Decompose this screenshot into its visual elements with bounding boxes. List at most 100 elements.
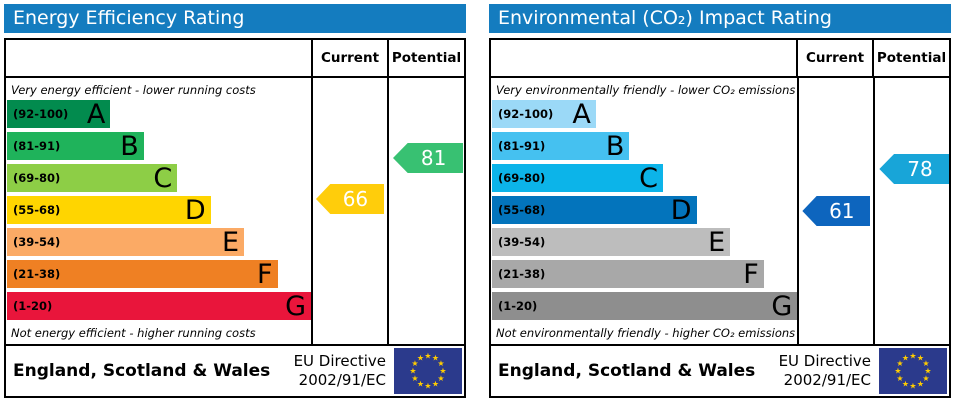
energy-efficiency-panel: Energy Efficiency Rating Current Potenti… — [4, 4, 466, 404]
band-range: (69-80) — [498, 171, 546, 185]
column-header-potential: Potential — [872, 40, 949, 76]
svg-text:★: ★ — [424, 352, 431, 361]
top-caption: Very energy efficient - lower running co… — [11, 83, 256, 97]
svg-text:★: ★ — [922, 374, 929, 383]
band-bar-c: (69-80) C — [492, 164, 663, 192]
band-row-c: (69-80) C — [6, 164, 311, 196]
band-letter: C — [639, 162, 658, 194]
band-row-e: (39-54) E — [6, 228, 311, 260]
bands-area: Very environmentally friendly - lower CO… — [491, 78, 798, 344]
svg-text:★: ★ — [437, 359, 444, 368]
chart-title: Energy Efficiency Rating — [4, 4, 466, 33]
current-column: 61 — [797, 78, 873, 344]
band-letter: F — [257, 258, 273, 290]
svg-text:★: ★ — [417, 380, 424, 389]
svg-text:★: ★ — [922, 359, 929, 368]
svg-text:★: ★ — [894, 367, 901, 376]
table-header-row: Current Potential — [491, 40, 949, 78]
band-letter: F — [743, 258, 759, 290]
band-letter: B — [605, 130, 625, 162]
svg-text:★: ★ — [424, 382, 431, 391]
table-header-row: Current Potential — [6, 40, 464, 78]
top-caption: Very environmentally friendly - lower CO… — [496, 83, 796, 97]
svg-text:★: ★ — [924, 367, 931, 376]
band-row-c: (69-80) C — [491, 164, 797, 196]
band-range: (21-38) — [13, 267, 61, 281]
bottom-caption: Not environmentally friendly - higher CO… — [496, 326, 796, 340]
svg-text:★: ★ — [432, 354, 439, 363]
svg-text:★: ★ — [417, 354, 424, 363]
svg-text:★: ★ — [432, 380, 439, 389]
band-bar-d: (55-68) D — [7, 196, 211, 224]
current-rating-arrow: 61 — [802, 196, 871, 226]
chart-title: Environmental (CO₂) Impact Rating — [489, 4, 951, 33]
band-range: (92-100) — [498, 107, 554, 121]
svg-text:★: ★ — [896, 374, 903, 383]
band-bar-g: (1-20) G — [492, 290, 798, 322]
band-letter: D — [184, 194, 206, 226]
band-letter: C — [153, 162, 173, 194]
svg-text:★: ★ — [917, 380, 924, 389]
svg-text:★: ★ — [439, 367, 446, 376]
band-range: (55-68) — [498, 203, 546, 217]
table-footer: England, Scotland & Wales EU Directive 2… — [491, 344, 949, 396]
table-footer: England, Scotland & Wales EU Directive 2… — [6, 344, 464, 396]
svg-text:★: ★ — [902, 354, 909, 363]
bands-area: Very energy efficient - lower running co… — [6, 78, 311, 344]
eu-directive-label: EU Directive 2002/91/EC — [778, 352, 871, 389]
band-row-a: (92-100) A — [6, 100, 311, 132]
potential-rating-value: 78 — [907, 157, 933, 181]
band-row-d: (55-68) D — [491, 196, 797, 228]
band-bar-f: (21-38) F — [492, 260, 764, 288]
svg-text:★: ★ — [902, 380, 909, 389]
band-range: (69-80) — [13, 171, 61, 185]
eu-directive-label: EU Directive 2002/91/EC — [293, 352, 386, 389]
header-spacer — [491, 40, 796, 76]
column-header-current: Current — [311, 40, 387, 76]
band-range: (21-38) — [498, 267, 546, 281]
svg-text:★: ★ — [411, 359, 418, 368]
eu-flag-icon: ★ ★ ★ ★ ★ ★ ★ ★ ★ ★ ★ ★ — [879, 348, 947, 394]
rating-body: Very environmentally friendly - lower CO… — [491, 78, 950, 344]
region-label: England, Scotland & Wales — [13, 361, 271, 381]
band-bar-b: (81-91) B — [492, 130, 630, 162]
bottom-caption: Not energy efficient - higher running co… — [11, 326, 256, 340]
band-rows: (92-100) A (81-91) B (69 — [491, 100, 798, 324]
band-range: (55-68) — [13, 203, 61, 217]
potential-rating-value: 81 — [420, 146, 447, 170]
band-bar-a: (92-100) A — [7, 98, 111, 130]
potential-rating-arrow: 81 — [393, 143, 463, 173]
band-bar-f: (21-38) F — [7, 260, 278, 288]
current-rating-value: 61 — [829, 199, 855, 223]
band-range: (92-100) — [13, 107, 69, 121]
rating-body: Very energy efficient - lower running co… — [6, 78, 464, 344]
band-range: (1-20) — [498, 299, 538, 313]
band-row-b: (81-91) B — [491, 132, 797, 164]
band-range: (81-91) — [13, 139, 61, 153]
band-bar-b: (81-91) B — [7, 132, 144, 160]
band-range: (39-54) — [498, 235, 546, 249]
band-row-e: (39-54) E — [491, 228, 797, 260]
band-row-a: (92-100) A — [491, 100, 797, 132]
band-range: (81-91) — [498, 139, 546, 153]
svg-text:★: ★ — [896, 359, 903, 368]
band-row-g: (1-20) G — [491, 290, 798, 324]
band-row-f: (21-38) F — [6, 260, 311, 292]
band-letter: E — [222, 226, 240, 258]
band-letter: G — [771, 290, 793, 322]
band-range: (1-20) — [13, 299, 53, 313]
rating-table: Current Potential Very environmentally f… — [489, 38, 951, 398]
band-bar-e: (39-54) E — [7, 226, 245, 258]
band-bar-a: (92-100) A — [492, 100, 596, 128]
potential-column: 81 — [387, 78, 464, 344]
svg-text:★: ★ — [409, 367, 416, 376]
svg-text:★: ★ — [909, 382, 916, 391]
environmental-impact-panel: Environmental (CO₂) Impact Rating Curren… — [489, 4, 951, 404]
potential-rating-arrow: 78 — [879, 154, 950, 184]
band-letter: E — [708, 226, 726, 258]
band-letter: A — [86, 98, 106, 130]
current-rating-value: 66 — [342, 187, 369, 211]
band-letter: D — [670, 194, 692, 226]
band-letter: A — [572, 98, 591, 130]
